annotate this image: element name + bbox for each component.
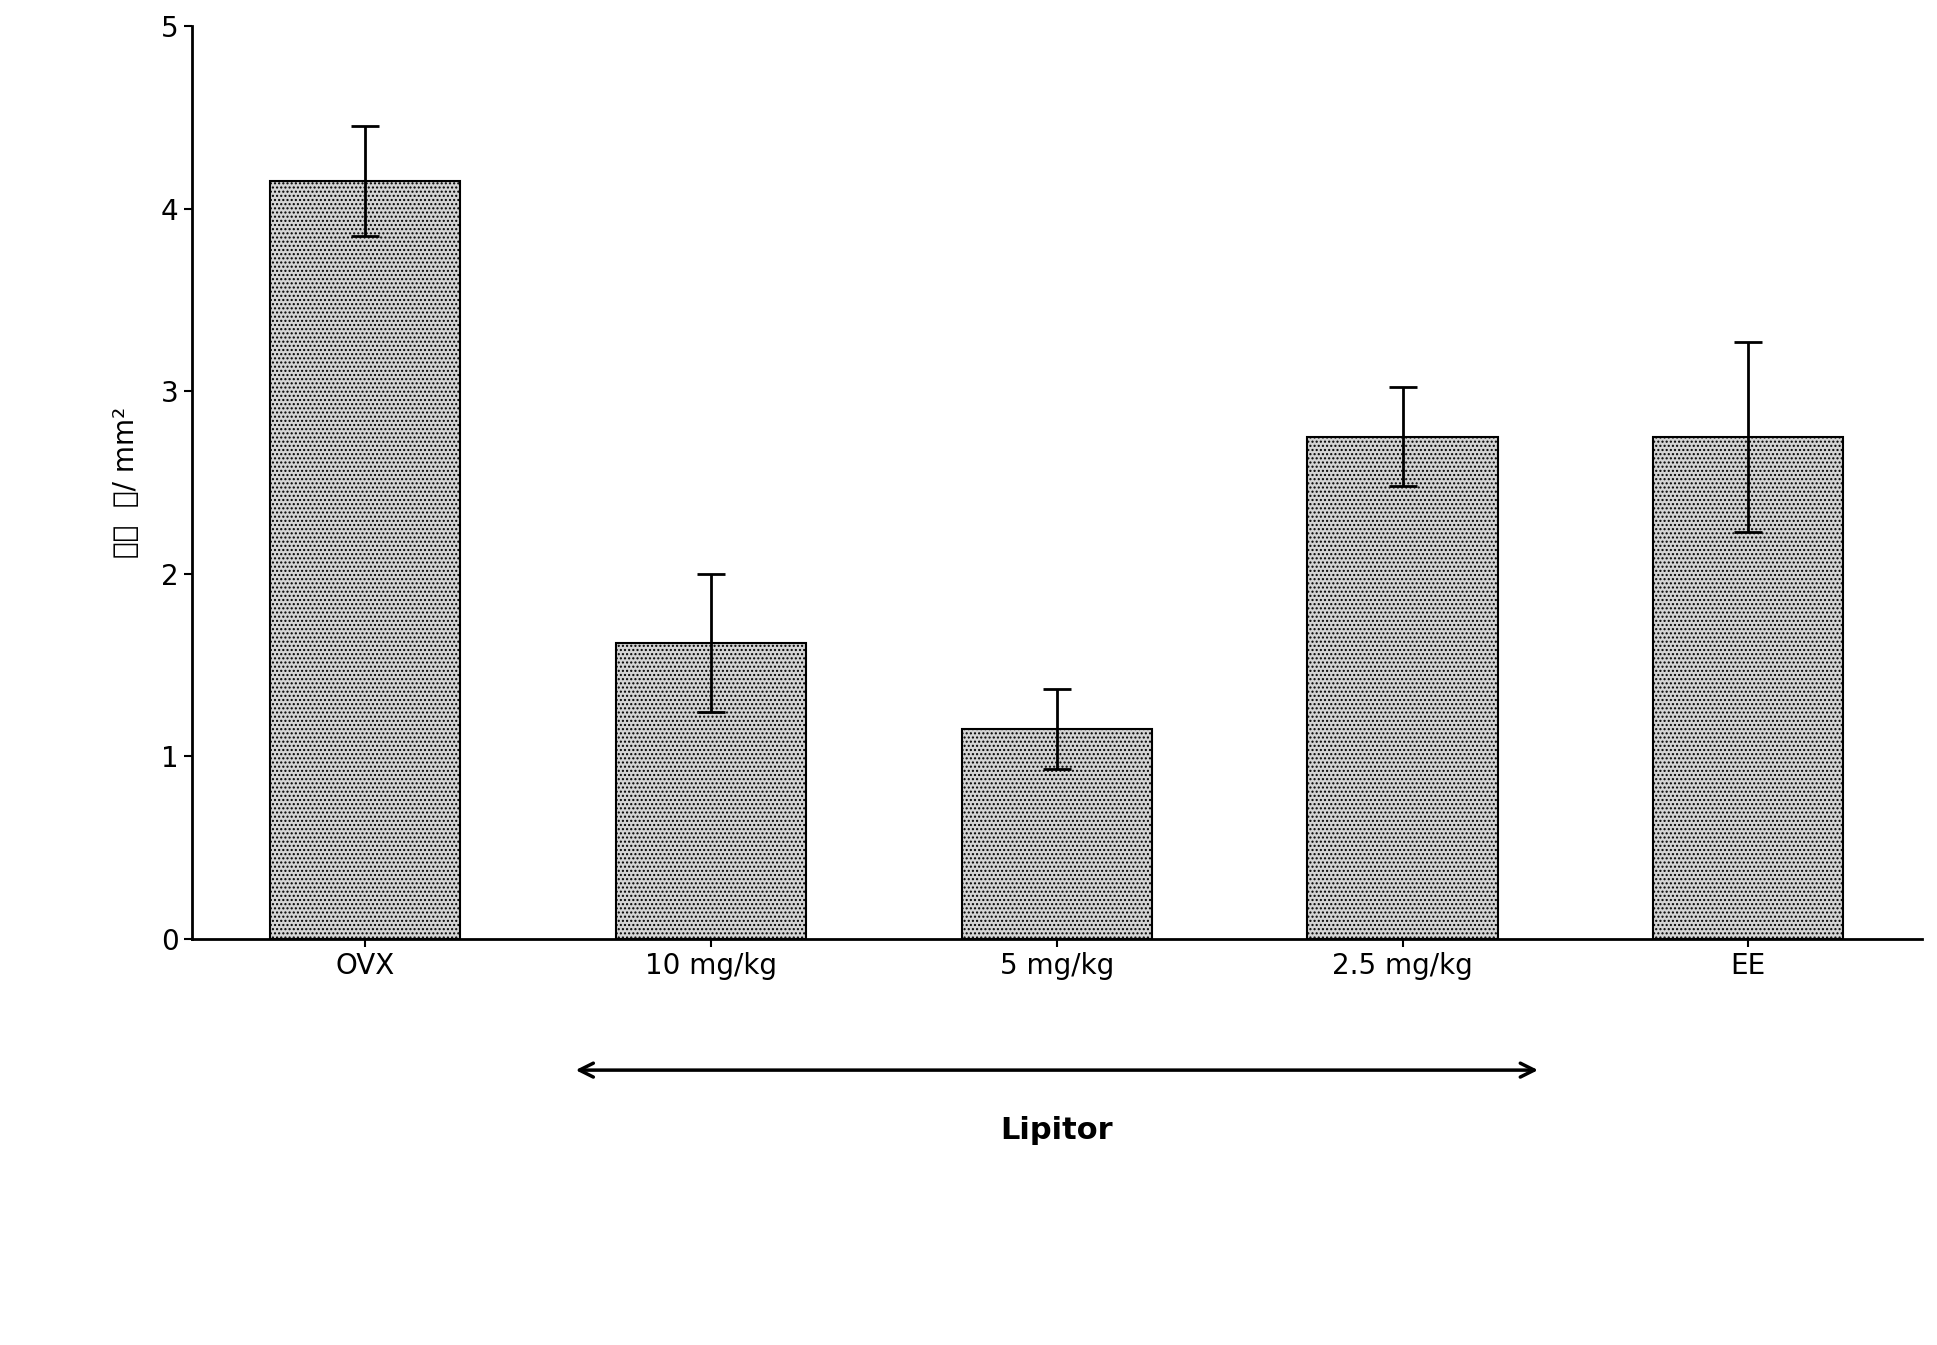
- Bar: [616, 643, 806, 939]
- Text: Lipitor: Lipitor: [1001, 1116, 1114, 1145]
- Bar: [1652, 437, 1844, 939]
- Y-axis label: 细胞  数/ mm²: 细胞 数/ mm²: [112, 406, 139, 558]
- Bar: [963, 729, 1153, 939]
- Bar: [271, 182, 461, 939]
- Bar: [1307, 437, 1497, 939]
